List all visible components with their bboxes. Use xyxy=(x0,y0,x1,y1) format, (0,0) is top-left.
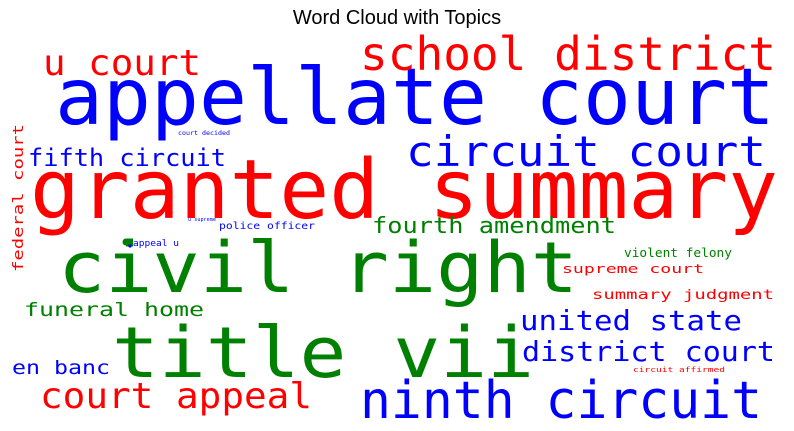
word-appeal-u: appeal u xyxy=(133,239,179,249)
word-court-appeal: court appeal xyxy=(40,376,312,417)
word-en-banc: en banc xyxy=(12,357,110,379)
word-violent-felony: violent felony xyxy=(624,246,732,260)
word-u-court: u court xyxy=(43,43,201,84)
dot-layer xyxy=(122,238,132,248)
word-police-officer: police officer xyxy=(219,221,315,232)
word-court-decided: court decided xyxy=(178,130,230,137)
word-supreme-court: supreme court xyxy=(562,262,704,276)
word-funeral-home: funeral home xyxy=(24,299,204,321)
word-ninth-circuit: ninth circuit xyxy=(360,371,762,431)
word-title-vii: title vii xyxy=(112,312,534,394)
word-district-court: district court xyxy=(522,335,775,368)
word-circuit-court: circuit court xyxy=(406,127,766,176)
word-civil-right: civil right xyxy=(58,227,578,309)
word-appellate-court: appellate court xyxy=(55,53,775,143)
word-u-supreme: u supreme xyxy=(188,217,216,223)
chart-title: Word Cloud with Topics xyxy=(292,7,502,29)
word-fourth-amendment: fourth amendment xyxy=(372,214,616,239)
cloud-dot-2 xyxy=(128,244,132,248)
word-granted-summary: granted summary xyxy=(30,143,778,238)
word-school-district: school district xyxy=(360,27,776,81)
word-fifth-circuit: fifth circuit xyxy=(28,144,226,172)
word-summary-judgment: summary judgment xyxy=(592,288,774,303)
cloud-dot-1 xyxy=(122,238,130,246)
word-circuit-affirmed: circuit affirmed xyxy=(633,366,725,374)
word-federal-court: federal court xyxy=(11,124,27,272)
word-united-state: united state xyxy=(520,304,742,337)
